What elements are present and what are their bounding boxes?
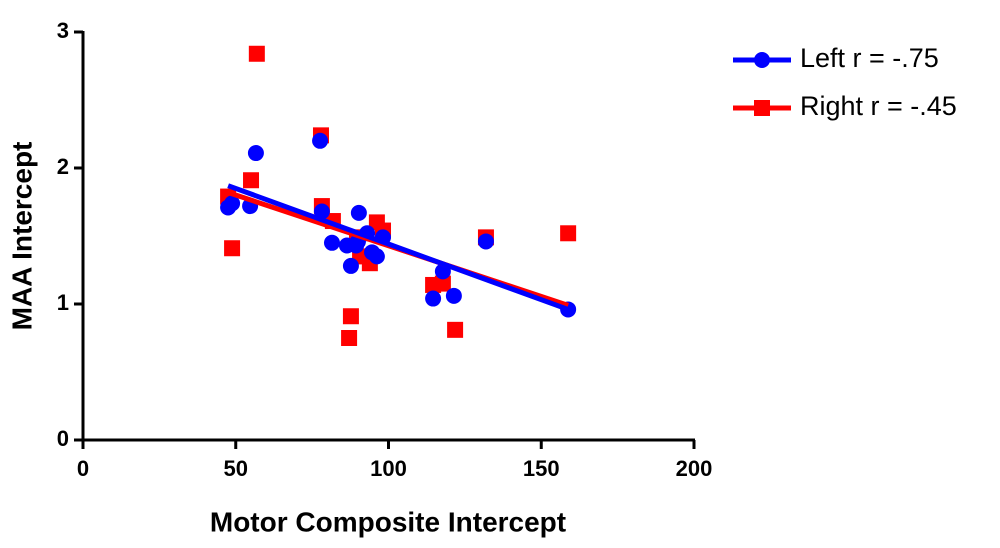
- y-tick-label: 2: [57, 154, 69, 179]
- data-point: [425, 290, 442, 307]
- x-tick-label: 100: [370, 456, 407, 481]
- data-point: [313, 203, 330, 220]
- data-point: [224, 195, 241, 212]
- x-tick-label: 50: [224, 456, 248, 481]
- data-point: [247, 145, 264, 162]
- x-tick-label: 200: [676, 456, 713, 481]
- y-axis-label: MAA Intercept: [6, 142, 37, 331]
- data-point: [342, 257, 359, 274]
- data-point: [341, 330, 358, 346]
- data-point: [323, 234, 340, 251]
- x-tick-label: 150: [523, 456, 560, 481]
- legend-label: Right r = -.45: [800, 91, 957, 121]
- data-point: [248, 45, 265, 62]
- legend-label: Left r = -.75: [800, 43, 939, 73]
- data-point: [445, 287, 462, 304]
- data-point: [560, 225, 577, 242]
- legend-marker: [754, 100, 770, 116]
- y-tick-label: 3: [57, 18, 69, 43]
- data-point: [243, 172, 260, 189]
- data-point: [312, 132, 329, 149]
- data-point: [368, 248, 385, 265]
- legend-marker: [754, 52, 770, 68]
- data-point: [434, 275, 451, 292]
- data-point: [342, 308, 359, 325]
- data-point: [447, 321, 464, 338]
- y-tick-label: 1: [57, 290, 69, 315]
- data-point: [350, 204, 367, 221]
- y-tick-label: 0: [57, 426, 69, 451]
- data-point: [477, 233, 494, 250]
- data-point: [224, 240, 241, 257]
- x-axis-label: Motor Composite Intercept: [210, 506, 566, 537]
- fit-line: [227, 183, 569, 312]
- x-tick-label: 0: [77, 456, 89, 481]
